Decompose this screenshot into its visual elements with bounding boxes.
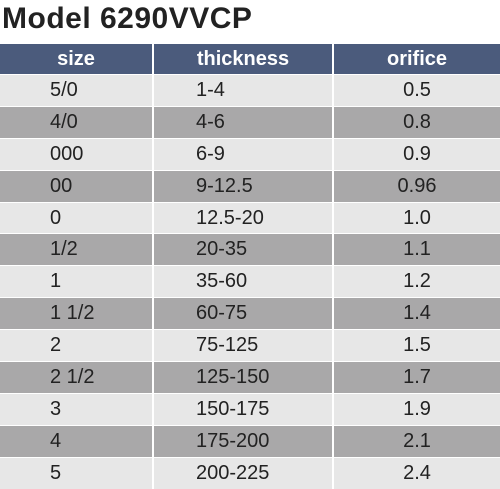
table-body: 5/0 1-4 0.5 4/0 4-6 0.8 000 6-9 0.9 00 9-12.5 0.96 0… [0, 74, 500, 489]
table-row: 4/0 4-6 0.8 [0, 105, 500, 139]
table-cell: 200-225 [152, 456, 333, 489]
table-cell: 1.1 [332, 233, 500, 266]
table-cell: 5 [0, 456, 153, 489]
table-cell: 1.9 [332, 392, 500, 426]
table-cell: 1 1/2 [0, 297, 153, 330]
table-cell: 1.5 [332, 329, 500, 362]
table-row: 5 200-225 2.4 [0, 456, 500, 489]
table-cell: 0.9 [332, 137, 500, 171]
table-cell: 60-75 [152, 297, 333, 330]
table-cell: 0.96 [332, 169, 500, 203]
table-cell: 4/0 [0, 105, 153, 139]
table-cell: 35-60 [152, 265, 333, 298]
table-cell: 3 [0, 392, 153, 426]
table-cell: 4 [0, 424, 153, 458]
table-cell: 2 [0, 329, 153, 362]
table-cell: 175-200 [152, 424, 333, 458]
column-header: orifice [332, 44, 500, 75]
table-cell: 0.5 [332, 74, 500, 107]
table-cell: 4-6 [152, 105, 333, 139]
table-row: 3 150-175 1.9 [0, 392, 500, 426]
table-row: 000 6-9 0.9 [0, 137, 500, 171]
table-cell: 5/0 [0, 74, 153, 107]
spec-table: size thickness orifice 5/0 1-4 0.5 4/0 4-6 0.8 0… [0, 44, 500, 489]
table-row: 00 9-12.5 0.96 [0, 169, 500, 203]
table-cell: 00 [0, 169, 153, 203]
table-cell: 1.2 [332, 265, 500, 298]
table-cell: 1/2 [0, 233, 153, 266]
header-row: size thickness orifice [0, 44, 500, 75]
table-row: 4 175-200 2.1 [0, 424, 500, 458]
table-row: 5/0 1-4 0.5 [0, 74, 500, 107]
table-row: 0 12.5-20 1.0 [0, 201, 500, 234]
table-cell: 1.7 [332, 361, 500, 394]
table-cell: 1-4 [152, 74, 333, 107]
table-cell: 12.5-20 [152, 201, 333, 234]
table-cell: 2 1/2 [0, 361, 153, 394]
table-cell: 000 [0, 137, 153, 171]
table-row: 1 35-60 1.2 [0, 265, 500, 298]
table-cell: 0 [0, 201, 153, 234]
table-row: 2 1/2 125-150 1.7 [0, 361, 500, 394]
table-cell: 0.8 [332, 105, 500, 139]
table-cell: 20-35 [152, 233, 333, 266]
column-header: thickness [152, 44, 333, 75]
table-cell: 1.4 [332, 297, 500, 330]
table-cell: 9-12.5 [152, 169, 333, 203]
table-row: 1/2 20-35 1.1 [0, 233, 500, 266]
table-cell: 2.1 [332, 424, 500, 458]
table-row: 2 75-125 1.5 [0, 329, 500, 362]
table-cell: 6-9 [152, 137, 333, 171]
table-cell: 75-125 [152, 329, 333, 362]
table-cell: 1.0 [332, 201, 500, 234]
table-cell: 2.4 [332, 456, 500, 489]
table-cell: 150-175 [152, 392, 333, 426]
table-row: 1 1/2 60-75 1.4 [0, 297, 500, 330]
table-cell: 1 [0, 265, 153, 298]
table-cell: 125-150 [152, 361, 333, 394]
title: Model 6290VVCP [2, 2, 253, 35]
table-head: size thickness orifice [0, 44, 500, 75]
column-header: size [0, 44, 153, 75]
